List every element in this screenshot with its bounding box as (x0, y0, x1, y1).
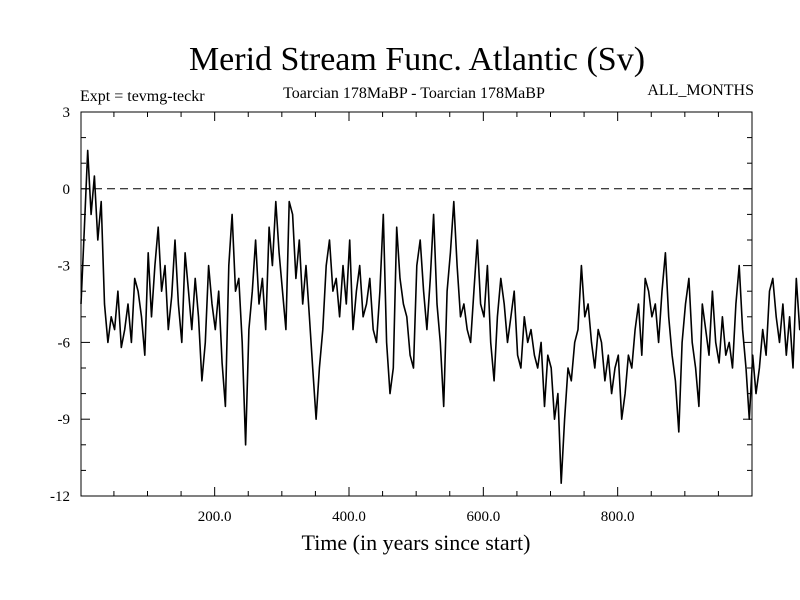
x-tick-label: 800.0 (601, 509, 635, 525)
y-tick-label: -12 (50, 489, 70, 505)
chart-title: Merid Stream Func. Atlantic (Sv) (189, 41, 645, 78)
plot-frame (80, 111, 753, 497)
experiment-label: Expt = tevmg-teckr (80, 88, 205, 105)
x-tick-label: 200.0 (198, 509, 232, 525)
plot-area: 200.0 400.0 600.0 800.0 3 0 -3 -6 -9 -12 (50, 105, 800, 525)
x-tick-label: 400.0 (332, 509, 366, 525)
months-label: ALL_MONTHS (647, 82, 754, 99)
series-line (80, 149, 800, 484)
x-tick-label: 600.0 (466, 509, 500, 525)
period-label: Toarcian 178MaBP - Toarcian 178MaBP (283, 85, 545, 102)
y-tick-label: -9 (58, 412, 71, 428)
y-tick-label: -6 (58, 335, 71, 351)
x-axis-label: Time (in years since start) (302, 530, 531, 555)
y-tick-label: 0 (63, 182, 71, 198)
y-tick-label: -3 (58, 259, 71, 275)
y-tick-label: 3 (63, 105, 71, 121)
